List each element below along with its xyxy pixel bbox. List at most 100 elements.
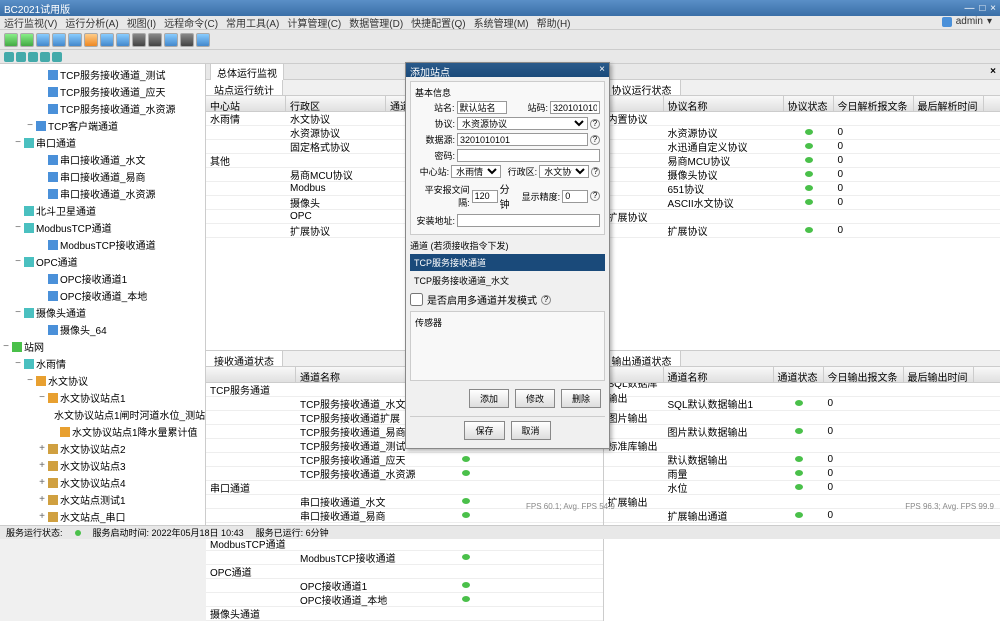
tree-item[interactable]: 串口接收通道_水文 bbox=[2, 151, 203, 168]
info-icon[interactable]: ? bbox=[590, 135, 600, 145]
tree-expand-icon[interactable]: − bbox=[2, 341, 10, 352]
info-icon[interactable]: ? bbox=[541, 295, 551, 305]
tree-expand-icon[interactable]: + bbox=[38, 511, 46, 522]
tb-btn[interactable] bbox=[52, 33, 66, 47]
grid-body[interactable]: 内置协议水资源协议0水迅通自定义协议0易商MCU协议0摄像头协议0651协议0A… bbox=[604, 112, 1000, 350]
menu-item[interactable]: 远程命令(C) bbox=[164, 15, 218, 30]
close-icon[interactable]: × bbox=[990, 3, 996, 14]
col-header[interactable]: 今日输出报文条数 bbox=[824, 367, 904, 382]
tb-btn[interactable] bbox=[68, 33, 82, 47]
col-header[interactable]: 协议状态 bbox=[784, 96, 834, 111]
input-interval[interactable] bbox=[472, 190, 498, 203]
input-precision[interactable] bbox=[562, 190, 588, 203]
tb-btn[interactable] bbox=[132, 33, 146, 47]
grid-row[interactable]: 摄像头通道 bbox=[206, 607, 603, 621]
tree-expand-icon[interactable]: − bbox=[14, 256, 22, 267]
save-button[interactable]: 保存 bbox=[464, 421, 504, 440]
tb2-btn[interactable] bbox=[16, 52, 26, 62]
tree-item[interactable]: −水雨情 bbox=[2, 355, 203, 372]
menu-item[interactable]: 计算管理(C) bbox=[287, 15, 341, 30]
tree-item[interactable]: −ModbusTCP通道 bbox=[2, 219, 203, 236]
tree-expand-icon[interactable]: − bbox=[26, 375, 34, 386]
menu-item[interactable]: 运行分析(A) bbox=[65, 15, 118, 30]
panel-tab[interactable]: 协议运行状态 bbox=[604, 80, 681, 95]
input-addr[interactable] bbox=[457, 214, 600, 227]
tb2-btn[interactable] bbox=[52, 52, 62, 62]
cancel-button[interactable]: 取消 bbox=[511, 421, 551, 440]
channel-row[interactable]: TCP服务接收通道 bbox=[410, 254, 605, 271]
menu-item[interactable]: 视图(I) bbox=[127, 15, 156, 30]
grid-row[interactable]: 扩展协议0 bbox=[604, 224, 1000, 238]
col-header[interactable]: 协议名称 bbox=[664, 96, 784, 111]
info-icon[interactable]: ? bbox=[590, 191, 600, 201]
col-header[interactable]: 今日解析报文条数 bbox=[834, 96, 914, 111]
dialog-close-icon[interactable]: × bbox=[599, 64, 605, 76]
input-code[interactable] bbox=[550, 101, 600, 114]
select-region[interactable]: 水文协议 bbox=[539, 165, 589, 178]
menu-item[interactable]: 帮助(H) bbox=[537, 15, 571, 30]
tab-close-icon[interactable]: × bbox=[990, 66, 996, 77]
col-header[interactable] bbox=[206, 367, 296, 382]
minimize-icon[interactable]: — bbox=[965, 3, 975, 14]
menu-item[interactable]: 常用工具(A) bbox=[226, 15, 279, 30]
edit-button[interactable]: 修改 bbox=[515, 389, 555, 408]
tree-item[interactable]: +水文协议站点2 bbox=[2, 440, 203, 457]
info-icon[interactable]: ? bbox=[590, 119, 600, 129]
tree-item[interactable]: TCP服务接收通道_测试 bbox=[2, 66, 203, 83]
tab-active[interactable]: 总体运行监视 bbox=[210, 63, 284, 81]
panel-tab[interactable]: 输出通道状态 bbox=[604, 351, 681, 366]
menu-item[interactable]: 数据管理(D) bbox=[349, 15, 403, 30]
col-header[interactable] bbox=[604, 367, 664, 382]
tb-btn[interactable] bbox=[4, 33, 18, 47]
tree-item[interactable]: ModbusTCP接收通道 bbox=[2, 236, 203, 253]
tree-item[interactable]: +水文协议站点4 bbox=[2, 474, 203, 491]
tb2-btn[interactable] bbox=[28, 52, 38, 62]
input-source[interactable] bbox=[457, 133, 588, 146]
select-center[interactable]: 水雨情 bbox=[451, 165, 501, 178]
tb-btn[interactable] bbox=[36, 33, 50, 47]
col-header[interactable] bbox=[604, 96, 664, 111]
tree-item[interactable]: OPC接收通道1 bbox=[2, 270, 203, 287]
tree-item[interactable]: −OPC通道 bbox=[2, 253, 203, 270]
menu-item[interactable]: 快捷配置(Q) bbox=[411, 15, 465, 30]
tb-btn[interactable] bbox=[20, 33, 34, 47]
tree-item[interactable]: OPC接收通道_本地 bbox=[2, 287, 203, 304]
tree-item[interactable]: +水文站点测试1 bbox=[2, 491, 203, 508]
tree-item[interactable]: TCP服务接收通道_应天 bbox=[2, 83, 203, 100]
tree-item[interactable]: +水文协议站点3 bbox=[2, 457, 203, 474]
select-proto[interactable]: 水资源协议 bbox=[457, 117, 588, 130]
tree-item[interactable]: −TCP客户端通道 bbox=[2, 117, 203, 134]
tb-btn[interactable] bbox=[84, 33, 98, 47]
panel-tab[interactable]: 接收通道状态 bbox=[206, 351, 283, 366]
tb2-btn[interactable] bbox=[4, 52, 14, 62]
grid-row[interactable]: 扩展输出通道0 bbox=[604, 509, 1000, 523]
tree-expand-icon[interactable]: − bbox=[26, 120, 34, 131]
tree-item[interactable]: −水文协议站点1 bbox=[2, 389, 203, 406]
col-header[interactable]: 通道状态 bbox=[774, 367, 824, 382]
delete-button[interactable]: 删除 bbox=[561, 389, 601, 408]
tb-btn[interactable] bbox=[116, 33, 130, 47]
tb-btn[interactable] bbox=[180, 33, 194, 47]
tree-item[interactable]: −摄像头通道 bbox=[2, 304, 203, 321]
tree-item[interactable]: −串口通道 bbox=[2, 134, 203, 151]
tree-item[interactable]: 水文协议站点1闸时河道水位_测站 bbox=[2, 406, 203, 423]
tree-expand-icon[interactable]: − bbox=[38, 392, 46, 403]
tree-item[interactable]: TCP服务接收通道_水资源 bbox=[2, 100, 203, 117]
tree-item[interactable]: 串口接收通道_水资源 bbox=[2, 185, 203, 202]
tb-btn[interactable] bbox=[100, 33, 114, 47]
tree-expand-icon[interactable]: + bbox=[38, 494, 46, 505]
sidebar-tree[interactable]: TCP服务接收通道_测试TCP服务接收通道_应天TCP服务接收通道_水资源−TC… bbox=[0, 64, 206, 527]
panel-tab[interactable]: 站点运行统计 bbox=[206, 80, 283, 95]
channel-row[interactable]: TCP服务接收通道_水文 bbox=[410, 273, 605, 288]
menu-item[interactable]: 系统管理(M) bbox=[474, 15, 529, 30]
tree-item[interactable]: 串口接收通道_易商 bbox=[2, 168, 203, 185]
tree-item[interactable]: −站网 bbox=[2, 338, 203, 355]
col-header[interactable]: 通道名称 bbox=[664, 367, 774, 382]
tree-item[interactable]: −水文协议 bbox=[2, 372, 203, 389]
tb2-btn[interactable] bbox=[40, 52, 50, 62]
user-info[interactable]: admin ▾ bbox=[942, 16, 992, 27]
col-header[interactable]: 中心站 bbox=[206, 96, 286, 111]
tb-btn[interactable] bbox=[164, 33, 178, 47]
tree-item[interactable]: 水文协议站点1降水量累计值 bbox=[2, 423, 203, 440]
dialog-titlebar[interactable]: 添加站点 × bbox=[406, 63, 609, 77]
